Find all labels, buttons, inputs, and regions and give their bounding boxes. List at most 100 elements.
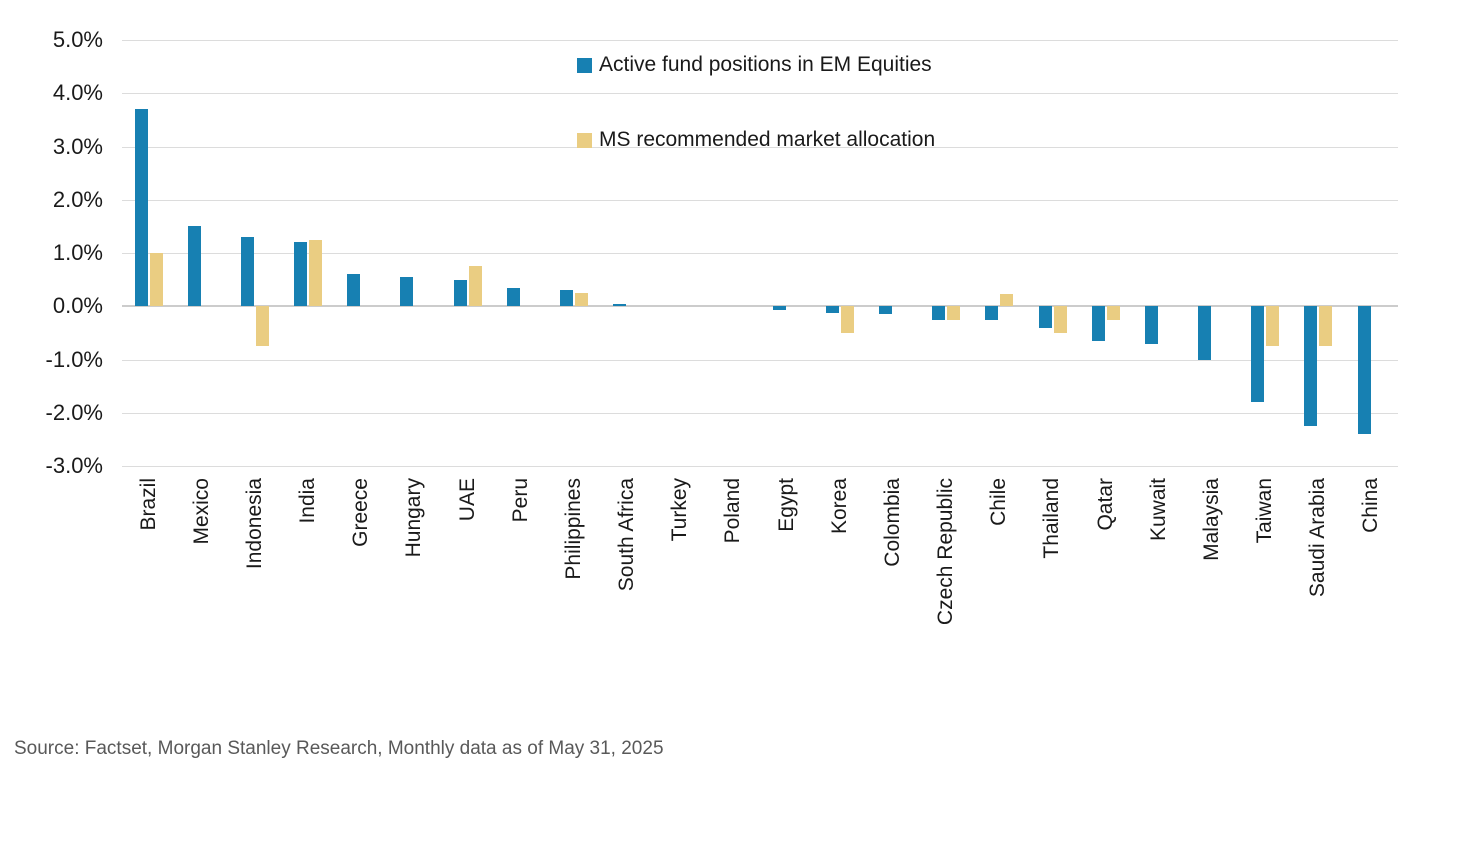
- category-slot: [441, 40, 494, 466]
- bar-active-fund: [559, 290, 573, 307]
- x-label-slot: Poland: [707, 478, 760, 543]
- x-axis-label: Brazil: [136, 478, 160, 531]
- bar-active-fund: [134, 109, 148, 307]
- y-tick-label: 1.0%: [52, 240, 103, 265]
- x-axis-label: Peru: [508, 478, 532, 523]
- bar-active-fund: [453, 279, 467, 307]
- x-label-slot: Chile: [973, 478, 1026, 526]
- bar-ms-recommended: [309, 239, 323, 307]
- x-axis-label: Thailand: [1040, 478, 1064, 559]
- category-slot: [1345, 40, 1398, 466]
- x-axis-label: Egypt: [774, 478, 798, 532]
- y-tick-label: -1.0%: [45, 346, 103, 372]
- bar-active-fund: [878, 306, 892, 315]
- bar-ms-recommended: [255, 306, 269, 347]
- plot-area: [122, 40, 1398, 467]
- gridline: [122, 199, 1398, 201]
- x-label-slot: Saudi Arabia: [1292, 478, 1345, 597]
- category-slot: [973, 40, 1026, 466]
- bar-active-fund: [985, 306, 999, 320]
- category-slot: [282, 40, 335, 466]
- x-axis-label: South Africa: [615, 478, 639, 592]
- y-tick-label: 5.0%: [52, 27, 103, 52]
- x-label-slot: Malaysia: [1185, 478, 1238, 561]
- x-axis-label: Saudi Arabia: [1306, 478, 1330, 598]
- bar-active-fund: [506, 287, 520, 307]
- category-slot: [866, 40, 919, 466]
- x-label-slot: Colombia: [866, 478, 919, 567]
- gridline: [122, 305, 1398, 308]
- category-slot: [335, 40, 388, 466]
- x-axis-label: Philippines: [561, 478, 585, 580]
- gridline: [122, 466, 1398, 467]
- x-axis-label: Malaysia: [1199, 478, 1223, 561]
- x-axis-label: UAE: [455, 478, 479, 522]
- bar-ms-recommended: [149, 253, 163, 307]
- category-slot: [175, 40, 228, 466]
- y-axis-labels: 5.0% 4.0% 3.0% 2.0% 1.0% 0.0% -1.0% -2.0% -3.0%: [0, 27, 103, 478]
- x-axis-label: Indonesia: [242, 478, 266, 570]
- bar-active-fund: [825, 306, 839, 313]
- category-slot: [1239, 40, 1292, 466]
- y-tick-label: 4.0%: [52, 80, 103, 106]
- x-axis-label: Kuwait: [1146, 478, 1170, 542]
- x-label-slot: Taiwan: [1239, 478, 1292, 543]
- category-slot: [1026, 40, 1079, 466]
- x-axis-label: Poland: [721, 478, 745, 544]
- bar-active-fund: [1357, 306, 1371, 435]
- category-slot: [494, 40, 547, 466]
- gridline: [122, 40, 1398, 41]
- bar-active-fund: [294, 242, 308, 307]
- bar-active-fund: [1198, 306, 1212, 360]
- x-label-slot: Mexico: [175, 478, 228, 545]
- legend: Active fund positions in EM Equities MS …: [577, 50, 935, 200]
- x-label-slot: Turkey: [654, 478, 707, 541]
- x-label-slot: Kuwait: [1132, 478, 1185, 541]
- x-label-slot: India: [282, 478, 335, 524]
- x-axis-label: Qatar: [1093, 478, 1117, 531]
- bar-ms-recommended: [1319, 306, 1333, 347]
- x-label-slot: Peru: [494, 478, 547, 522]
- x-label-slot: China: [1345, 478, 1398, 533]
- x-label-slot: South Africa: [601, 478, 654, 591]
- legend-label: MS recommended market allocation: [599, 128, 936, 151]
- x-label-slot: Hungary: [388, 478, 441, 557]
- x-axis-label: Czech Republic: [934, 478, 958, 626]
- legend-swatch-tan-icon: [577, 132, 592, 148]
- bar-ms-recommended: [947, 306, 961, 320]
- x-label-slot: Egypt: [760, 478, 813, 532]
- x-axis-label: Taiwan: [1253, 478, 1277, 544]
- bar-ms-recommended: [1106, 306, 1120, 320]
- legend-item-ms-recommended: MS recommended market allocation: [577, 125, 935, 155]
- legend-swatch-blue-icon: [577, 57, 592, 73]
- category-slot: [228, 40, 281, 466]
- y-tick-label: 3.0%: [52, 133, 103, 159]
- x-label-slot: Indonesia: [228, 478, 281, 569]
- category-slot: [388, 40, 441, 466]
- bar-active-fund: [1144, 306, 1158, 344]
- gridline: [122, 359, 1398, 361]
- bar-ms-recommended: [468, 266, 482, 307]
- bar-active-fund: [1251, 306, 1265, 403]
- x-label-slot: Thailand: [1026, 478, 1079, 559]
- category-slot: [1079, 40, 1132, 466]
- x-label-slot: Qatar: [1079, 478, 1132, 531]
- gridline: [122, 253, 1398, 254]
- x-label-slot: Korea: [813, 478, 866, 534]
- bar-ms-recommended: [1266, 306, 1280, 347]
- bar-active-fund: [187, 226, 201, 307]
- category-slot: [920, 40, 973, 466]
- x-axis-label: India: [296, 478, 320, 524]
- category-slot: [122, 40, 175, 466]
- category-slot: [547, 40, 600, 466]
- x-label-slot: Czech Republic: [920, 478, 973, 625]
- category-slot: [601, 40, 654, 466]
- gridline: [122, 412, 1398, 414]
- x-axis-label: Turkey: [668, 478, 692, 542]
- bar-active-fund: [347, 274, 361, 307]
- category-slot: [760, 40, 813, 466]
- source-note: Source: Factset, Morgan Stanley Research…: [14, 738, 664, 759]
- bar-active-fund: [1091, 306, 1105, 341]
- legend-label: Active fund positions in EM Equities: [599, 53, 932, 76]
